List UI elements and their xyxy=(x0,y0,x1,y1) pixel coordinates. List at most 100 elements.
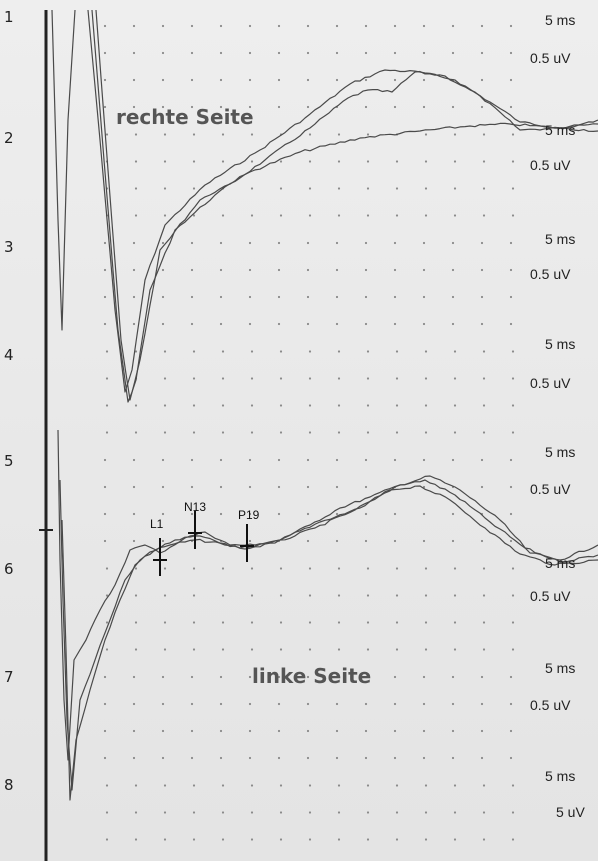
grid-dot xyxy=(366,187,370,190)
grid-dot xyxy=(395,621,399,624)
grid-dot xyxy=(366,160,370,163)
grid-dot xyxy=(393,241,397,245)
grid-dot xyxy=(279,594,283,597)
grid-dot xyxy=(480,105,484,109)
grid-dot xyxy=(306,485,310,489)
grid-dot xyxy=(480,78,484,82)
grid-dot xyxy=(161,512,165,516)
grid-dot xyxy=(424,350,428,353)
grid-dot xyxy=(221,621,225,624)
grid-dot xyxy=(364,51,368,55)
grid-dot xyxy=(308,214,312,217)
grid-dot xyxy=(308,594,312,597)
grid-dot xyxy=(163,214,167,217)
amplitude-scale-label: 0.5 uV xyxy=(530,697,571,713)
grid-dot xyxy=(451,458,455,462)
amplitude-scale-label: 0.5 uV xyxy=(530,157,571,173)
grid-dot xyxy=(192,214,196,217)
grid-dot xyxy=(277,322,281,326)
grid-dot xyxy=(105,377,109,380)
grid-dot xyxy=(482,187,486,190)
grid-dot xyxy=(366,838,370,841)
grid-dot xyxy=(511,214,515,217)
grid-dot xyxy=(482,811,486,814)
grid-dot xyxy=(103,512,107,516)
grid-dot xyxy=(393,295,397,299)
grid-dot xyxy=(250,784,254,787)
grid-dot xyxy=(248,241,252,245)
grid-dot xyxy=(221,214,225,217)
grid-dot xyxy=(509,512,513,516)
grid-dot xyxy=(163,648,167,651)
grid-dot xyxy=(161,241,165,245)
grid-dot xyxy=(250,133,254,136)
grid-dot xyxy=(453,567,457,570)
grid-dot xyxy=(422,268,426,272)
grid-dot xyxy=(337,214,341,217)
grid-dot xyxy=(453,621,457,624)
grid-dot xyxy=(424,811,428,814)
grid-dot xyxy=(103,268,107,272)
grid-dot xyxy=(364,24,368,28)
grid-dot xyxy=(250,648,254,651)
amplitude-scale-label: 0.5 uV xyxy=(530,375,571,391)
grid-dot xyxy=(393,268,397,272)
grid-dot xyxy=(451,268,455,272)
grid-dot xyxy=(364,675,368,679)
grid-dot xyxy=(219,78,223,82)
grid-dot xyxy=(422,458,426,462)
grid-dot xyxy=(482,133,486,136)
grid-dot xyxy=(192,187,196,190)
grid-dot xyxy=(335,675,339,679)
grid-dot xyxy=(424,160,428,163)
grid-dot xyxy=(190,78,194,82)
grid-dot xyxy=(511,350,515,353)
grid-dot xyxy=(134,621,138,624)
time-scale-label: 5 ms xyxy=(545,231,575,247)
grid-dot xyxy=(248,512,252,516)
grid-dot xyxy=(306,322,310,326)
grid-dot xyxy=(105,350,109,353)
grid-dot xyxy=(451,51,455,55)
grid-dot xyxy=(250,567,254,570)
grid-dot xyxy=(424,404,428,407)
grid-dot xyxy=(103,51,107,55)
grid-dot xyxy=(451,756,455,760)
grid-dot xyxy=(105,404,109,407)
grid-dot xyxy=(453,431,457,434)
grid-dot xyxy=(161,24,165,28)
grid-dot xyxy=(192,648,196,651)
grid-dot xyxy=(132,729,136,733)
grid-dot xyxy=(511,431,515,434)
grid-dot xyxy=(308,567,312,570)
time-axis xyxy=(39,10,53,861)
grid-dot xyxy=(132,295,136,299)
grid-dot xyxy=(480,702,484,706)
grid-dot xyxy=(163,567,167,570)
grid-dot xyxy=(219,24,223,28)
grid-dot xyxy=(480,675,484,679)
grid-dot xyxy=(366,621,370,624)
grid-dot xyxy=(277,729,281,733)
grid-dot xyxy=(105,594,109,597)
grid-dot xyxy=(103,756,107,760)
grid-dot xyxy=(221,594,225,597)
grid-dot xyxy=(221,160,225,163)
grid-dot xyxy=(337,160,341,163)
grid-dot xyxy=(393,756,397,760)
grid-dot xyxy=(132,485,136,489)
grid-dot xyxy=(511,648,515,651)
grid-dot xyxy=(366,350,370,353)
grid-dot xyxy=(192,811,196,814)
grid-dot xyxy=(219,105,223,109)
channel-labels: 1 2 3 4 5 6 7 8 xyxy=(4,8,14,794)
grid-dot xyxy=(480,51,484,55)
grid-dot xyxy=(335,78,339,82)
grid-dot xyxy=(279,431,283,434)
grid-dot xyxy=(308,648,312,651)
grid-dot xyxy=(192,567,196,570)
grid-dot xyxy=(308,431,312,434)
channel-number: 1 xyxy=(4,8,14,26)
grid-dot xyxy=(509,756,513,760)
